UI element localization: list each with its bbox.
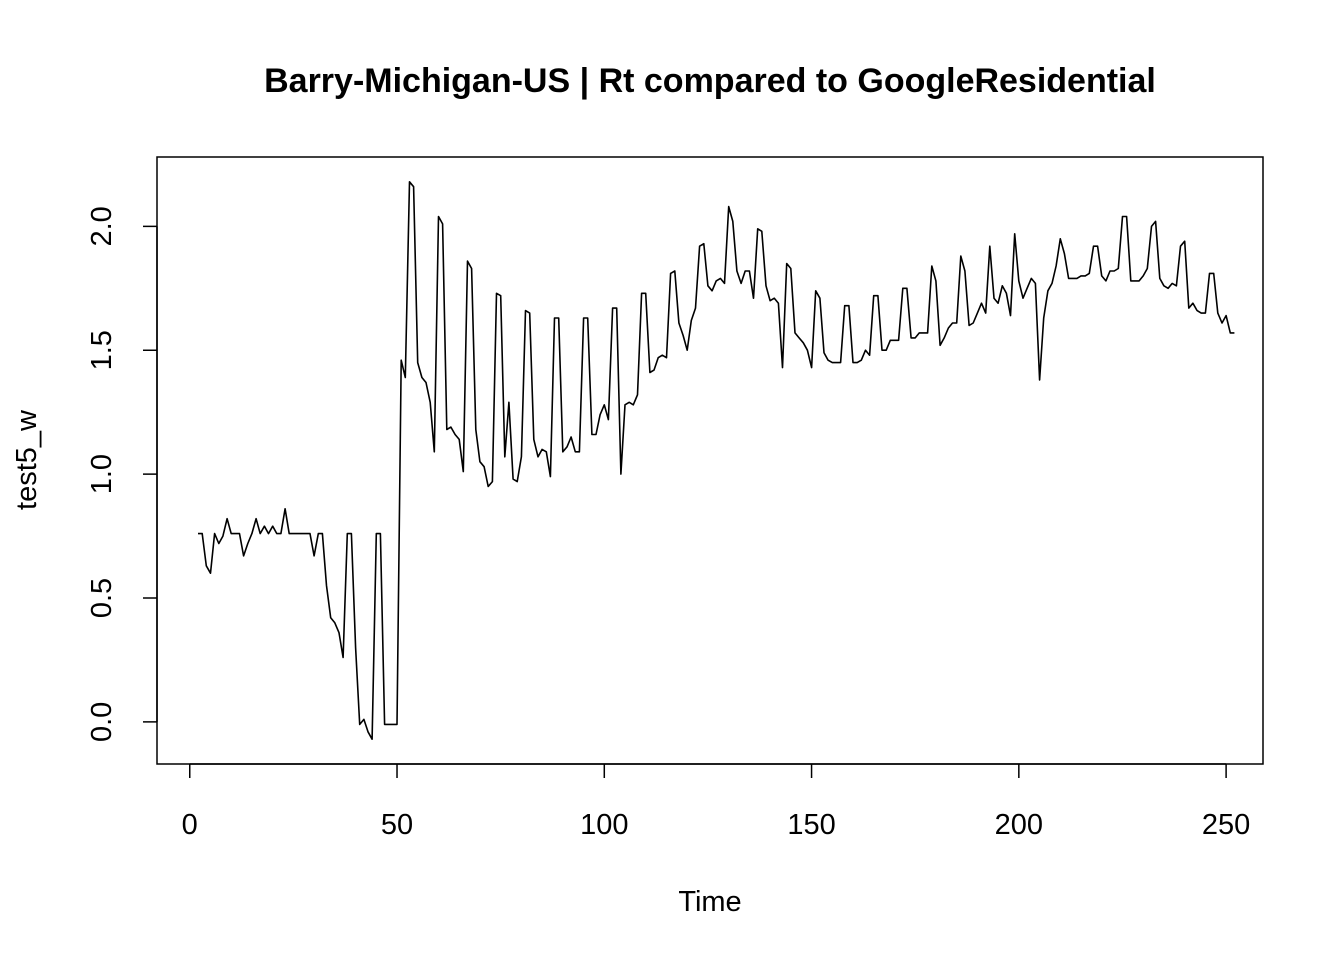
- x-tick-label: 100: [580, 809, 628, 841]
- chart-title: Barry-Michigan-US | Rt compared to Googl…: [264, 62, 1156, 100]
- x-axis: 0 50 100 150 200 250: [182, 763, 1250, 841]
- x-tick-label: 150: [787, 809, 835, 841]
- y-axis: 0.0 0.5 1.0 1.5 2.0: [86, 206, 158, 742]
- x-tick-label: 50: [381, 809, 413, 841]
- x-axis-label: Time: [678, 886, 741, 918]
- x-tick-label: 200: [995, 809, 1043, 841]
- y-tick-label: 0.0: [86, 702, 118, 742]
- y-axis-label: test5_w: [11, 409, 43, 510]
- y-tick-label: 1.5: [86, 330, 118, 370]
- x-tick-label: 0: [182, 809, 198, 841]
- y-tick-label: 0.5: [86, 578, 118, 618]
- y-tick-label: 1.0: [86, 454, 118, 494]
- x-tick-label: 250: [1202, 809, 1250, 841]
- y-tick-label: 2.0: [86, 206, 118, 246]
- series-line-test5_w: [198, 181, 1235, 741]
